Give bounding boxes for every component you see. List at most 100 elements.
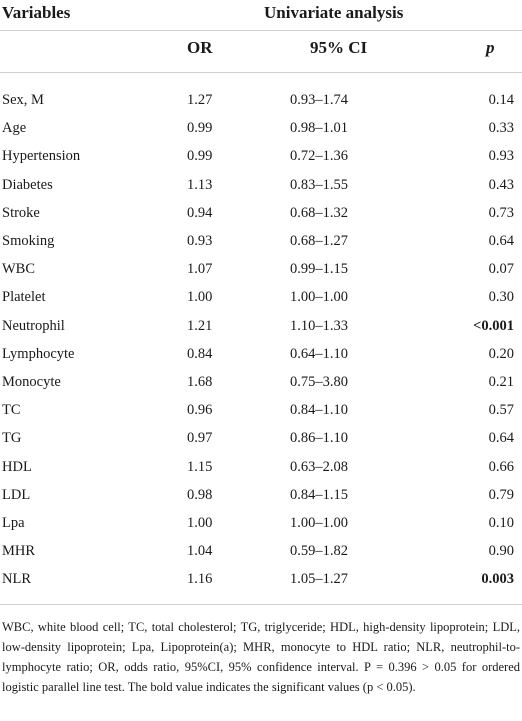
table-row: Monocyte 1.68 0.75–3.80 0.21 xyxy=(0,368,522,396)
cell-or: 0.98 xyxy=(187,486,213,503)
cell-p: 0.14 xyxy=(488,92,514,108)
cell-or: 0.99 xyxy=(187,120,213,137)
cell-ci: 1.00–1.00 xyxy=(290,289,348,306)
table-row: Platelet 1.00 1.00–1.00 0.30 xyxy=(0,283,522,311)
cell-or: 1.00 xyxy=(187,289,213,306)
cell-p: 0.003 xyxy=(481,571,514,588)
cell-variable: Age xyxy=(2,120,27,137)
cell-p: <0.001 xyxy=(473,317,514,334)
table-header: Variables Univariate analysis xyxy=(0,0,522,30)
cell-p: 0.93 xyxy=(488,148,514,165)
cell-or: 0.99 xyxy=(187,148,213,165)
cell-ci: 0.59–1.82 xyxy=(290,543,348,560)
cell-or: 1.68 xyxy=(187,374,213,390)
cell-p: 0.90 xyxy=(488,543,514,560)
header-univariate-analysis: Univariate analysis xyxy=(264,3,404,22)
cell-p: 0.20 xyxy=(488,345,514,362)
cell-or: 1.07 xyxy=(187,261,213,278)
cell-or: 0.94 xyxy=(187,204,213,221)
cell-p: 0.43 xyxy=(488,176,514,193)
table-row: LDL 0.98 0.84–1.15 0.79 xyxy=(0,481,522,509)
cell-or: 0.97 xyxy=(187,430,213,447)
cell-ci: 1.05–1.27 xyxy=(290,571,348,588)
cell-ci: 0.64–1.10 xyxy=(290,345,348,362)
cell-ci: 0.84–1.10 xyxy=(290,402,348,419)
cell-or: 1.13 xyxy=(187,176,213,193)
cell-ci: 0.83–1.55 xyxy=(290,176,348,193)
cell-p: 0.57 xyxy=(488,402,514,419)
cell-variable: Stroke xyxy=(2,204,40,221)
cell-ci: 0.68–1.27 xyxy=(290,233,348,249)
cell-p: 0.10 xyxy=(488,515,514,531)
cell-ci: 0.99–1.15 xyxy=(290,261,348,278)
cell-p: 0.30 xyxy=(488,289,514,306)
cell-variable: TC xyxy=(2,402,21,419)
cell-p: 0.79 xyxy=(488,486,514,503)
table-row: Smoking 0.93 0.68–1.27 0.64 xyxy=(0,227,522,255)
table-row: TG 0.97 0.86–1.10 0.64 xyxy=(0,424,522,452)
cell-p: 0.66 xyxy=(488,458,514,475)
cell-variable: NLR xyxy=(2,571,31,588)
cell-ci: 0.86–1.10 xyxy=(290,430,348,447)
table-row: WBC 1.07 0.99–1.15 0.07 xyxy=(0,255,522,283)
header-ci: 95% CI xyxy=(310,38,368,57)
cell-or: 0.96 xyxy=(187,402,213,419)
cell-ci: 0.93–1.74 xyxy=(290,92,348,108)
cell-variable: Monocyte xyxy=(2,374,61,390)
table-row: Sex, M 1.27 0.93–1.74 0.14 xyxy=(0,86,522,114)
cell-p: 0.07 xyxy=(488,261,514,278)
cell-ci: 0.84–1.15 xyxy=(290,486,348,503)
cell-or: 1.27 xyxy=(187,92,213,108)
table-row: Neutrophil 1.21 1.10–1.33 <0.001 xyxy=(0,312,522,340)
cell-variable: WBC xyxy=(2,261,36,278)
cell-p: 0.33 xyxy=(488,120,514,137)
cell-variable: HDL xyxy=(2,458,32,475)
header-p: p xyxy=(486,38,495,57)
cell-ci: 0.98–1.01 xyxy=(290,120,348,137)
header-variables: Variables xyxy=(2,3,71,22)
cell-variable: Neutrophil xyxy=(2,317,65,334)
cell-or: 0.84 xyxy=(187,345,213,362)
table-row: Lpa 1.00 1.00–1.00 0.10 xyxy=(0,509,522,537)
cell-or: 1.15 xyxy=(187,458,213,475)
cell-ci: 0.68–1.32 xyxy=(290,204,348,221)
cell-or: 1.04 xyxy=(187,543,213,560)
cell-variable: Lymphocyte xyxy=(2,345,75,362)
table-row: Age 0.99 0.98–1.01 0.33 xyxy=(0,114,522,142)
table-row: Stroke 0.94 0.68–1.32 0.73 xyxy=(0,199,522,227)
header-divider-top xyxy=(0,30,522,31)
cell-or: 0.93 xyxy=(187,233,213,249)
cell-variable: Smoking xyxy=(2,233,55,249)
cell-variable: TG xyxy=(2,430,22,447)
table-row: TC 0.96 0.84–1.10 0.57 xyxy=(0,396,522,424)
cell-ci: 1.10–1.33 xyxy=(290,317,348,334)
header-or: OR xyxy=(187,38,213,57)
cell-variable: Diabetes xyxy=(2,176,53,193)
header-divider-bottom xyxy=(0,72,522,73)
cell-p: 0.21 xyxy=(488,374,514,390)
cell-variable: Sex, M xyxy=(2,92,44,108)
cell-p: 0.64 xyxy=(488,233,514,249)
cell-or: 1.16 xyxy=(187,571,213,588)
cell-ci: 0.63–2.08 xyxy=(290,458,348,475)
table-row: Hypertension 0.99 0.72–1.36 0.93 xyxy=(0,142,522,170)
table-row: Lymphocyte 0.84 0.64–1.10 0.20 xyxy=(0,340,522,368)
table-bottom-rule xyxy=(0,604,522,605)
table-row: NLR 1.16 1.05–1.27 0.003 xyxy=(0,565,522,593)
table-footnote: WBC, white blood cell; TC, total cholest… xyxy=(2,620,520,694)
cell-p: 0.64 xyxy=(488,430,514,447)
cell-p: 0.73 xyxy=(488,204,514,221)
cell-or: 1.21 xyxy=(187,317,213,334)
table-row: HDL 1.15 0.63–2.08 0.66 xyxy=(0,453,522,481)
cell-ci: 0.72–1.36 xyxy=(290,148,348,165)
cell-ci: 1.00–1.00 xyxy=(290,515,348,531)
table-row: Diabetes 1.13 0.83–1.55 0.43 xyxy=(0,171,522,199)
cell-variable: MHR xyxy=(2,543,36,560)
cell-variable: Lpa xyxy=(2,515,25,531)
table-row: MHR 1.04 0.59–1.82 0.90 xyxy=(0,537,522,565)
cell-or: 1.00 xyxy=(187,515,213,531)
cell-variable: LDL xyxy=(2,486,31,503)
cell-variable: Hypertension xyxy=(2,148,81,165)
cell-variable: Platelet xyxy=(2,289,46,306)
cell-ci: 0.75–3.80 xyxy=(290,374,348,390)
